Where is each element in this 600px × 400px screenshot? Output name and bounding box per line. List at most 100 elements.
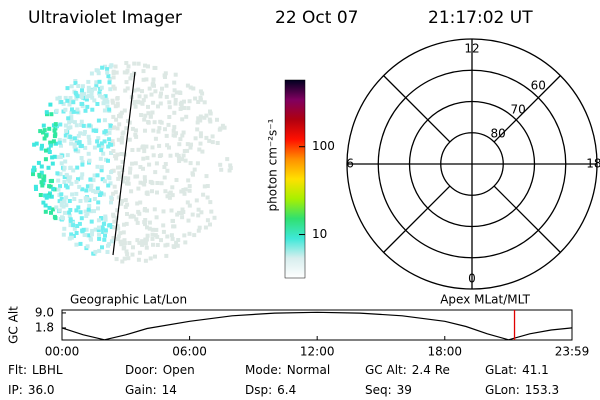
info-value: 36.0 bbox=[28, 383, 55, 397]
image-pixel bbox=[129, 73, 134, 78]
image-pixel bbox=[135, 220, 140, 225]
image-pixel bbox=[115, 96, 120, 100]
image-pixel bbox=[126, 119, 130, 123]
image-pixel bbox=[198, 131, 203, 136]
image-pixel bbox=[68, 165, 73, 170]
image-pixel bbox=[131, 245, 135, 250]
image-pixel bbox=[217, 127, 222, 132]
image-pixel bbox=[102, 139, 107, 144]
image-pixel bbox=[111, 114, 116, 119]
image-pixel bbox=[68, 125, 73, 130]
image-pixel bbox=[99, 168, 104, 173]
image-pixel bbox=[170, 193, 175, 198]
image-pixel bbox=[102, 221, 107, 226]
image-pixel bbox=[57, 137, 62, 142]
image-pixel bbox=[165, 234, 170, 239]
image-pixel bbox=[101, 230, 106, 234]
image-pixel bbox=[74, 242, 79, 247]
mlt-label: 0 bbox=[468, 272, 476, 286]
image-pixel bbox=[196, 228, 201, 233]
mlt-label: 12 bbox=[464, 42, 479, 56]
image-pixel bbox=[168, 153, 173, 158]
image-pixel bbox=[126, 176, 131, 181]
image-pixel bbox=[107, 137, 112, 142]
image-pixel bbox=[105, 104, 110, 109]
info-field: Dsp: 6.4 bbox=[245, 383, 296, 397]
image-pixel bbox=[138, 165, 143, 169]
image-pixel bbox=[86, 207, 91, 212]
image-pixel bbox=[118, 239, 123, 244]
image-pixel bbox=[172, 110, 177, 115]
image-pixel bbox=[100, 144, 105, 149]
image-pixel bbox=[120, 199, 124, 204]
image-pixel bbox=[112, 184, 117, 189]
image-pixel bbox=[205, 195, 210, 200]
image-pixel bbox=[99, 85, 104, 90]
image-pixel bbox=[95, 186, 100, 191]
image-pixel bbox=[47, 150, 52, 154]
image-pixel bbox=[79, 143, 84, 148]
info-field: Mode: Normal bbox=[245, 363, 330, 377]
image-pixel bbox=[202, 100, 207, 105]
polar-spoke bbox=[383, 185, 451, 253]
image-pixel bbox=[174, 178, 179, 182]
image-pixel bbox=[210, 140, 215, 145]
image-pixel bbox=[194, 198, 199, 203]
image-pixel bbox=[186, 218, 191, 223]
image-pixel bbox=[204, 113, 209, 118]
image-pixel bbox=[135, 201, 140, 206]
image-pixel bbox=[140, 242, 145, 247]
image-pixel bbox=[62, 210, 67, 215]
image-pixel bbox=[64, 128, 68, 133]
x-tick-label: 18:00 bbox=[427, 345, 462, 359]
image-pixel bbox=[44, 148, 48, 153]
image-pixel bbox=[62, 165, 67, 170]
image-pixel bbox=[180, 133, 185, 138]
image-pixel bbox=[228, 163, 233, 168]
image-pixel bbox=[108, 181, 113, 186]
image-pixel bbox=[172, 80, 177, 85]
image-pixel bbox=[154, 215, 159, 220]
image-pixel bbox=[72, 197, 77, 201]
image-pixel bbox=[112, 225, 117, 230]
image-pixel bbox=[163, 127, 167, 132]
image-pixel bbox=[179, 103, 184, 108]
image-pixel bbox=[181, 130, 186, 135]
image-pixel bbox=[72, 144, 77, 149]
image-pixel bbox=[207, 138, 212, 143]
image-pixel bbox=[110, 98, 115, 103]
image-pixel bbox=[68, 175, 73, 180]
info-field: Flt: LBHL bbox=[8, 363, 63, 377]
image-pixel bbox=[220, 123, 225, 128]
image-pixel bbox=[105, 250, 110, 254]
image-pixel bbox=[77, 221, 82, 226]
image-pixel bbox=[142, 220, 147, 225]
image-pixel bbox=[95, 139, 100, 144]
image-pixel bbox=[43, 157, 48, 162]
info-value: Normal bbox=[287, 363, 330, 377]
image-pixel bbox=[54, 108, 59, 113]
info-field: Door: Open bbox=[125, 363, 195, 377]
image-pixel bbox=[185, 83, 190, 88]
image-pixel bbox=[142, 145, 147, 150]
image-pixel bbox=[134, 217, 139, 222]
image-pixel bbox=[70, 107, 74, 112]
image-pixel bbox=[102, 108, 107, 113]
image-pixel bbox=[119, 140, 124, 145]
image-pixel bbox=[207, 117, 212, 122]
image-pixel bbox=[67, 120, 72, 125]
image-pixel bbox=[59, 143, 63, 148]
image-pixel bbox=[140, 239, 145, 244]
image-pixel bbox=[65, 153, 70, 158]
image-pixel bbox=[202, 184, 207, 189]
image-pixel bbox=[105, 99, 110, 104]
image-pixel bbox=[69, 84, 74, 89]
image-pixel bbox=[154, 161, 159, 166]
image-pixel bbox=[100, 245, 104, 250]
image-pixel bbox=[111, 75, 116, 80]
image-pixel bbox=[49, 210, 53, 215]
image-pixel bbox=[143, 128, 147, 133]
image-pixel bbox=[115, 103, 120, 108]
image-pixel bbox=[119, 201, 124, 206]
